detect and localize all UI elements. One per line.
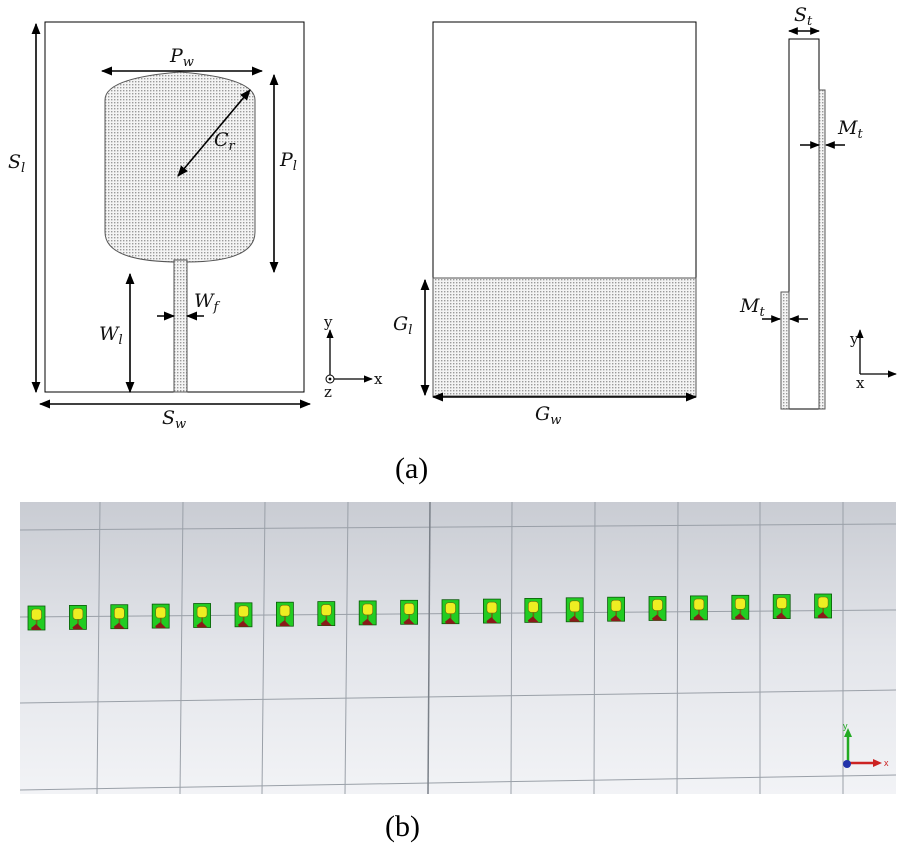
side-axis-y: y [849,330,859,348]
array-element [234,602,253,628]
array-element [400,599,419,625]
side-axis-x: x [856,374,865,392]
back-view: Gl Gw [393,21,698,428]
array-element [441,599,460,625]
cr-label: Cr [214,129,236,154]
front-axis-y: y [323,313,333,331]
radiating-patch [104,71,256,263]
array-element [275,601,294,627]
array-element [151,603,170,629]
array-element [690,595,708,621]
array-element [482,598,501,624]
array-element [607,596,625,622]
caption-b: (b) [385,810,420,843]
caption-a: (a) [395,452,428,485]
pl-label: Pl [279,149,297,174]
front-view: Pw Cr Pl Sl Wf Wl Sw y x z [8,21,383,432]
sl-label: Sl [8,151,25,176]
front-axis-z: z [324,383,332,401]
pw-label: Pw [169,45,194,70]
array-element [524,598,543,623]
mt-top-label: Mt [837,117,863,142]
array-view: y x [19,501,897,795]
cr-dimension [177,89,251,177]
array-axis-y: y [843,721,848,731]
array-element [27,605,46,631]
array-element [358,600,377,626]
array-element [317,601,336,626]
array-element [731,594,750,620]
side-ground-metal [780,291,790,410]
side-patch-metal [818,89,826,410]
array-element [648,596,667,621]
front-axis-triad: y x z [323,313,383,401]
array-element [814,593,832,619]
array-element [565,597,584,623]
ground-plane [432,277,697,397]
array-element [193,603,212,628]
wf-label: Wf [194,290,221,315]
side-substrate [788,38,820,410]
array-elements [27,593,832,631]
side-axis-triad: y x [849,329,897,392]
wl-label: Wl [99,323,123,348]
front-axis-x: x [374,370,383,388]
array-axis-x: x [884,758,889,768]
array-element [69,605,87,630]
array-element [772,594,791,619]
gw-label: Gw [535,403,561,428]
gl-label: Gl [393,313,412,338]
array-viewport [20,502,896,794]
sw-label: Sw [162,407,186,432]
array-axis-triad: y x [843,721,889,768]
array-element [110,604,129,630]
st-label: St [794,4,813,29]
feed-line [173,259,188,393]
side-view: St Mt Mt y x [739,4,897,410]
mt-bottom-label: Mt [739,295,765,320]
